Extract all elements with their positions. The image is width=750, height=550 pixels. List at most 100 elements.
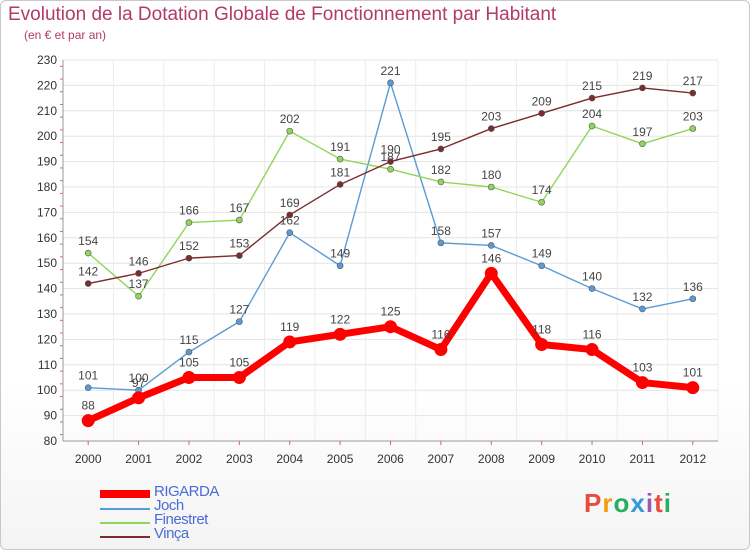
- data-point-vin-a: [135, 270, 142, 277]
- y-tick-label: 120: [37, 332, 57, 346]
- data-point-joch: [387, 79, 394, 87]
- y-tick-label: 200: [37, 129, 57, 143]
- y-tick-label: 180: [37, 180, 57, 194]
- data-point-vin-a: [336, 181, 344, 188]
- data-label-rigarda: 97: [132, 376, 146, 390]
- data-label-vin-a: 203: [481, 110, 501, 124]
- data-point-finestret: [185, 219, 193, 226]
- data-point-joch: [588, 285, 596, 292]
- data-point-finestret: [487, 183, 495, 191]
- y-tick-label: 160: [37, 231, 57, 245]
- data-point-joch: [286, 229, 294, 237]
- data-label-joch: 127: [229, 303, 249, 317]
- data-label-finestret: 174: [532, 183, 552, 197]
- data-label-rigarda: 119: [280, 320, 299, 334]
- data-label-finestret: 191: [330, 140, 350, 154]
- data-label-finestret: 204: [582, 107, 602, 121]
- data-label-rigarda: 105: [229, 356, 249, 370]
- data-point-finestret: [538, 198, 545, 206]
- data-point-vin-a: [639, 84, 646, 92]
- data-point-vin-a: [689, 89, 697, 97]
- y-tick-label: 80: [44, 434, 58, 448]
- data-point-joch: [336, 262, 344, 270]
- data-label-vin-a: 209: [532, 94, 552, 108]
- chart-subtitle: (en € et par an): [24, 28, 107, 42]
- y-tick-label: 170: [37, 205, 57, 219]
- data-label-finestret: 137: [129, 277, 149, 291]
- data-point-finestret: [84, 249, 92, 257]
- data-label-rigarda: 146: [481, 251, 501, 265]
- data-label-finestret: 203: [683, 110, 703, 124]
- x-tick-label: 2004: [276, 452, 303, 466]
- series-line-vin-a: [87, 87, 694, 285]
- x-tick-label: 2010: [579, 452, 606, 466]
- data-label-rigarda: 116: [431, 328, 450, 342]
- logo-letter: o: [613, 488, 631, 518]
- data-point-finestret: [437, 178, 445, 186]
- y-tick-label: 130: [37, 307, 57, 321]
- data-point-finestret: [588, 122, 596, 130]
- data-label-vin-a: 195: [431, 130, 451, 144]
- data-point-joch: [236, 318, 243, 325]
- x-tick-label: 2003: [226, 452, 253, 466]
- data-label-vin-a: 215: [582, 79, 602, 93]
- data-label-vin-a: 152: [179, 239, 199, 253]
- data-point-rigarda: [635, 376, 649, 390]
- y-tick-label: 100: [37, 383, 57, 397]
- x-tick-label: 2008: [478, 452, 505, 466]
- data-label-vin-a: 217: [683, 74, 703, 88]
- data-label-joch: 149: [330, 247, 350, 261]
- logo-letter: x: [630, 488, 646, 518]
- y-tick-label: 230: [37, 53, 57, 67]
- legend-swatch-rigarda: [100, 490, 150, 498]
- data-label-rigarda: 103: [632, 361, 652, 375]
- data-point-vin-a: [487, 125, 495, 132]
- x-tick-label: 2001: [125, 452, 152, 466]
- data-point-rigarda: [333, 327, 347, 341]
- data-label-joch: 149: [532, 247, 552, 261]
- data-point-rigarda: [384, 320, 397, 334]
- data-point-rigarda: [81, 414, 95, 428]
- logo-letter: i: [645, 488, 655, 518]
- legend-swatch-joch: [100, 508, 150, 510]
- x-tick-label: 2009: [528, 452, 555, 466]
- y-tick-label: 150: [37, 256, 57, 270]
- data-point-joch: [437, 239, 445, 247]
- legend-swatch-finestret: [100, 522, 150, 524]
- y-tick-label: 190: [37, 155, 57, 169]
- data-label-finestret: 202: [280, 112, 300, 126]
- data-label-joch: 136: [683, 280, 703, 294]
- x-tick-label: 2007: [428, 452, 455, 466]
- data-point-rigarda: [535, 337, 549, 351]
- data-label-finestret: 167: [229, 201, 249, 215]
- data-point-finestret: [286, 127, 294, 135]
- legend-label-joch: Joch: [154, 497, 184, 514]
- data-label-rigarda: 122: [330, 312, 350, 326]
- legend-label-vinca: Vinça: [154, 525, 189, 542]
- x-tick-label: 2005: [327, 452, 354, 466]
- data-point-rigarda: [232, 371, 246, 384]
- data-point-joch: [639, 305, 646, 313]
- data-point-joch: [487, 242, 495, 249]
- x-tick-label: 2011: [630, 452, 656, 466]
- data-point-vin-a: [387, 158, 394, 165]
- x-tick-label: 2006: [377, 452, 404, 466]
- data-label-vin-a: 169: [280, 196, 300, 210]
- data-label-joch: 221: [380, 64, 400, 78]
- logo-letter: t: [654, 488, 664, 518]
- legend-swatch-vinca: [100, 536, 150, 538]
- data-point-vin-a: [84, 280, 92, 287]
- data-point-vin-a: [437, 145, 445, 153]
- data-point-finestret: [689, 125, 697, 132]
- legend-label-finestret: Finestret: [154, 511, 208, 528]
- data-label-rigarda: 101: [683, 366, 703, 380]
- y-tick-label: 110: [38, 358, 57, 372]
- data-label-finestret: 197: [632, 125, 652, 139]
- legend-label-rigarda: RIGARDA: [154, 483, 219, 500]
- data-label-joch: 162: [280, 214, 300, 228]
- data-point-rigarda: [686, 381, 700, 395]
- data-label-joch: 101: [78, 369, 98, 383]
- data-point-joch: [689, 295, 697, 303]
- x-tick-label: 2012: [679, 452, 706, 466]
- data-label-finestret: 182: [431, 163, 451, 177]
